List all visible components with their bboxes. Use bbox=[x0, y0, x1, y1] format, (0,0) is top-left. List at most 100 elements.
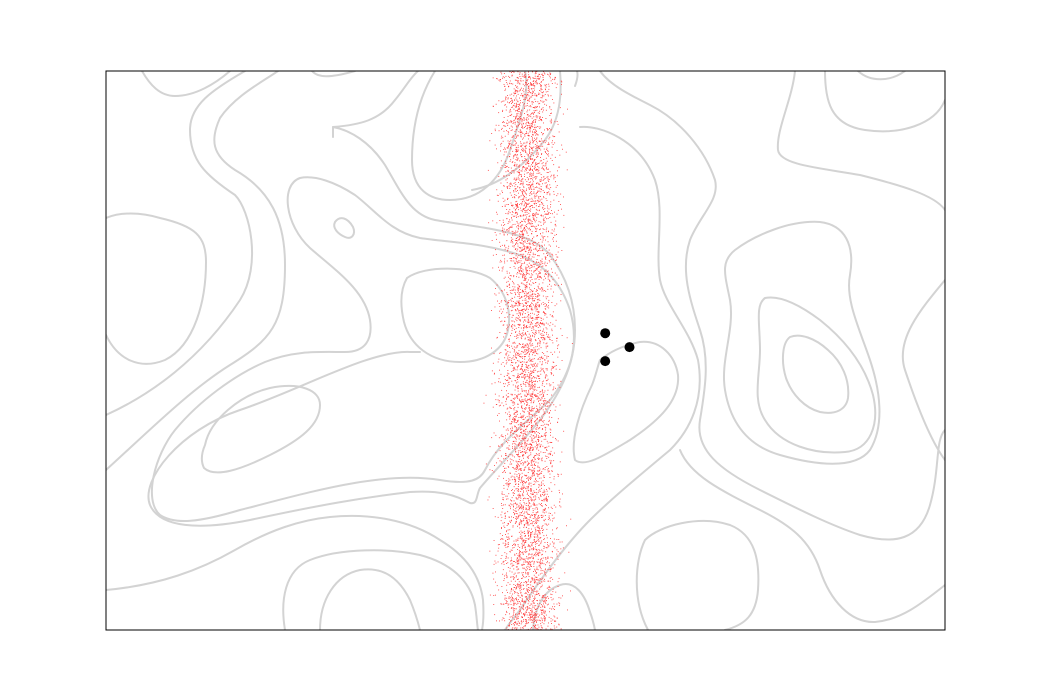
sample-point bbox=[563, 430, 565, 432]
sample-point bbox=[534, 581, 536, 582]
sample-point bbox=[533, 542, 535, 543]
sample-point bbox=[508, 378, 510, 380]
sample-point bbox=[542, 421, 544, 423]
sample-point bbox=[528, 169, 530, 171]
sample-point bbox=[530, 534, 532, 536]
sample-point bbox=[509, 551, 511, 553]
sample-point bbox=[525, 302, 527, 304]
sample-point bbox=[542, 428, 543, 429]
sample-point bbox=[495, 581, 496, 583]
sample-point bbox=[539, 275, 541, 277]
sample-point bbox=[513, 122, 515, 123]
sample-point bbox=[523, 545, 524, 546]
sample-point bbox=[508, 536, 510, 538]
sample-point bbox=[538, 267, 540, 268]
sample-point bbox=[503, 154, 505, 156]
sample-point bbox=[528, 359, 529, 361]
sample-point bbox=[519, 468, 521, 470]
sample-point bbox=[529, 193, 531, 195]
sample-point bbox=[513, 401, 515, 403]
sample-point bbox=[525, 538, 527, 539]
sample-point bbox=[508, 284, 510, 286]
sample-point bbox=[547, 560, 548, 562]
sample-point bbox=[518, 623, 520, 624]
sample-point bbox=[530, 581, 532, 583]
sample-point bbox=[500, 160, 502, 162]
sample-point bbox=[508, 415, 510, 417]
sample-point bbox=[536, 325, 538, 327]
sample-point bbox=[548, 487, 550, 489]
sample-point bbox=[521, 431, 523, 433]
sample-point bbox=[532, 515, 533, 516]
sample-point bbox=[524, 440, 526, 442]
sample-point bbox=[558, 597, 560, 599]
sample-point bbox=[532, 254, 534, 256]
sample-point bbox=[517, 367, 518, 369]
sample-point bbox=[526, 306, 527, 307]
sample-point bbox=[528, 184, 530, 186]
sample-point bbox=[513, 610, 515, 612]
sample-point bbox=[542, 111, 544, 113]
sample-point bbox=[520, 591, 522, 593]
sample-point bbox=[539, 246, 540, 248]
sample-point bbox=[526, 353, 528, 355]
sample-point bbox=[550, 73, 552, 75]
sample-point bbox=[518, 166, 520, 168]
sample-point bbox=[559, 154, 561, 156]
sample-point bbox=[536, 192, 537, 194]
sample-point bbox=[515, 215, 517, 217]
sample-point bbox=[552, 557, 553, 559]
sample-point bbox=[491, 310, 492, 311]
sample-point bbox=[522, 343, 523, 345]
sample-point bbox=[535, 247, 537, 249]
sample-point bbox=[547, 424, 549, 425]
sample-point bbox=[526, 248, 528, 250]
sample-point bbox=[545, 505, 547, 506]
sample-point bbox=[530, 142, 531, 144]
sample-point bbox=[542, 134, 544, 136]
sample-point bbox=[511, 258, 512, 259]
sample-point bbox=[531, 395, 533, 397]
sample-point bbox=[537, 190, 539, 192]
sample-point bbox=[519, 512, 521, 514]
sample-point bbox=[500, 404, 501, 406]
sample-point bbox=[513, 108, 515, 110]
sample-point bbox=[556, 264, 558, 266]
sample-point bbox=[525, 623, 527, 625]
sample-point bbox=[531, 395, 533, 397]
sample-point bbox=[507, 326, 509, 328]
sample-point bbox=[532, 126, 534, 128]
sample-point bbox=[519, 447, 521, 449]
sample-point bbox=[540, 88, 542, 90]
sample-point bbox=[516, 422, 517, 424]
sample-point bbox=[546, 306, 548, 308]
sample-point bbox=[541, 572, 543, 574]
sample-point bbox=[500, 167, 502, 169]
sample-point bbox=[551, 623, 552, 624]
sample-point bbox=[520, 174, 522, 176]
sample-point bbox=[521, 480, 523, 482]
sample-point bbox=[510, 597, 512, 599]
sample-point bbox=[505, 600, 507, 601]
sample-point bbox=[523, 189, 525, 191]
sample-point bbox=[528, 489, 530, 491]
sample-point bbox=[494, 130, 496, 132]
sample-point bbox=[531, 427, 532, 428]
sample-point bbox=[538, 276, 540, 278]
sample-point bbox=[524, 422, 525, 424]
sample-point bbox=[520, 423, 522, 425]
sample-point bbox=[509, 186, 511, 187]
sample-point bbox=[506, 209, 508, 210]
sample-point bbox=[522, 563, 524, 565]
sample-point bbox=[550, 410, 551, 412]
sample-point bbox=[542, 145, 544, 147]
sample-point bbox=[512, 314, 514, 316]
sample-point bbox=[537, 425, 538, 427]
sample-point bbox=[526, 203, 527, 205]
sample-point bbox=[532, 402, 534, 404]
sample-point bbox=[523, 160, 525, 161]
sample-point bbox=[540, 288, 542, 290]
sample-point bbox=[541, 597, 543, 599]
sample-point bbox=[521, 364, 523, 366]
sample-point bbox=[531, 201, 533, 202]
